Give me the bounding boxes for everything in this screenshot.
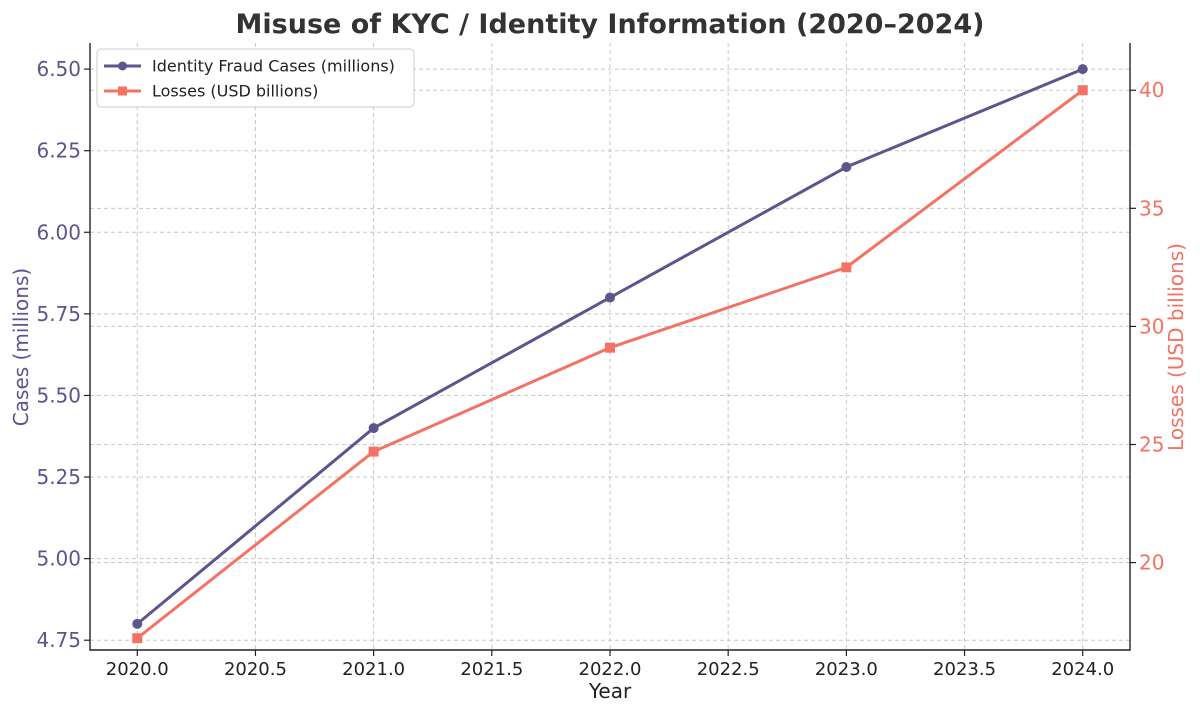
data-point-cases: [605, 292, 615, 303]
y-left-tick-label: 5.75: [36, 302, 81, 326]
y-left-tick-label: 6.00: [36, 220, 81, 244]
legend: Identity Fraud Cases (millions) Losses (…: [96, 48, 415, 108]
y-left-tick-label: 5.25: [36, 465, 81, 489]
x-tick-label: 2023.5: [933, 659, 996, 680]
legend-marker-losses: [118, 86, 127, 96]
legend-marker-cases: [118, 61, 127, 71]
axes: 2020.0 2020.5 2021.0 2021.5 2022.0 2022.5 2023…: [36, 43, 1164, 680]
data-point-cases: [1077, 64, 1088, 75]
y-right-tick-label: 25: [1139, 433, 1164, 457]
grid: [90, 43, 1130, 650]
y-right-tick-label: 20: [1139, 551, 1164, 575]
data-point-cases: [368, 423, 379, 434]
data-point-cases: [132, 618, 143, 629]
x-tick-label: 2024.0: [1051, 659, 1114, 680]
y-left-tick-label: 5.00: [36, 547, 81, 571]
x-tick-label: 2020.5: [224, 659, 287, 680]
y-left-tick-label: 6.50: [36, 57, 81, 81]
x-axis-label: Year: [588, 679, 632, 703]
data-point-cases: [841, 162, 852, 173]
y-axis-left-label: Cases (millions): [9, 268, 33, 426]
x-tick-label: 2022.5: [697, 659, 760, 680]
x-tick-label: 2021.0: [342, 659, 405, 680]
y-left-tick-label: 5.50: [36, 383, 81, 407]
x-tick-label: 2020.0: [106, 659, 169, 680]
y-right-tick-label: 40: [1139, 78, 1164, 102]
y-axis-right-label: Losses (USD billions): [1164, 243, 1188, 451]
data-point-losses: [132, 633, 143, 644]
x-tick-label: 2022.0: [579, 659, 642, 680]
axis-spines: [89, 43, 1131, 651]
data-point-losses: [605, 342, 615, 353]
data-point-losses: [368, 446, 379, 457]
legend-label-losses: Losses (USD billions): [152, 82, 318, 101]
chart-title: Misuse of KYC / Identity Information (20…: [236, 9, 985, 40]
x-tick-label: 2021.5: [460, 659, 523, 680]
y-left-tick-label: 6.25: [36, 139, 81, 163]
legend-box: [96, 48, 415, 108]
legend-label-cases: Identity Fraud Cases (millions): [152, 57, 395, 76]
series-layer: [132, 64, 1088, 644]
y-left-tick-label: 4.75: [36, 628, 81, 652]
x-tick-label: 2023.0: [815, 659, 878, 680]
y-right-tick-label: 30: [1139, 314, 1164, 338]
data-point-losses: [841, 262, 852, 273]
y-right-tick-label: 35: [1139, 196, 1164, 220]
data-point-losses: [1077, 85, 1088, 96]
